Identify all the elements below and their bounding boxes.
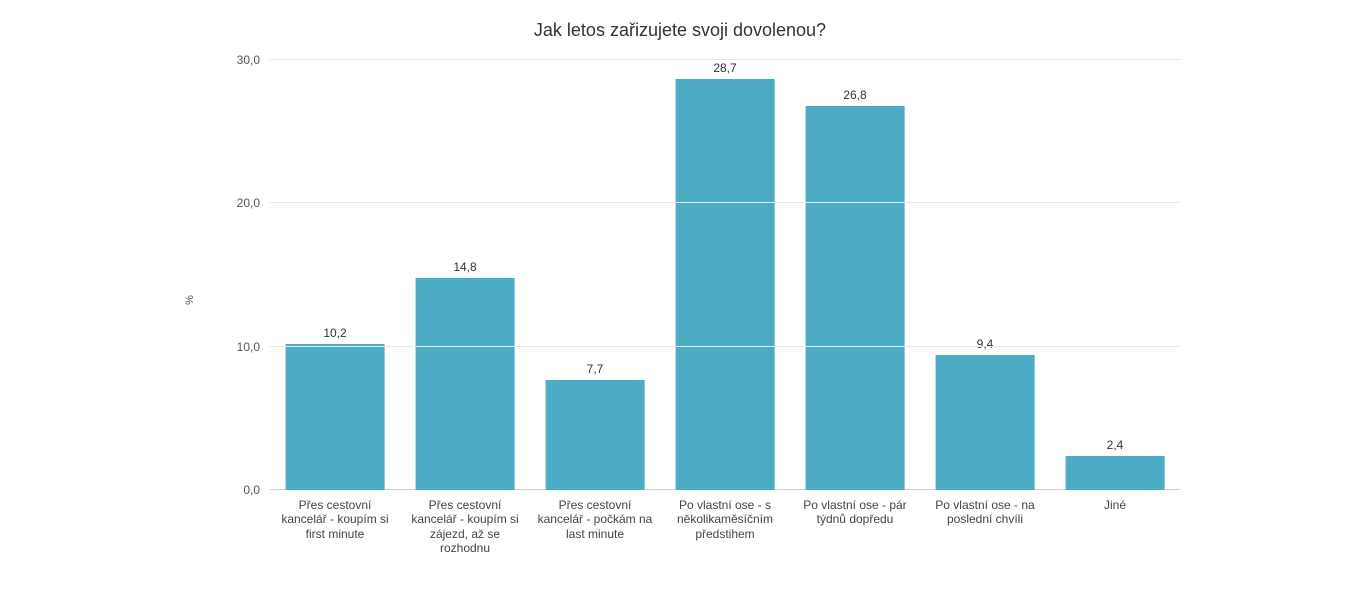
bar: 7,7: [546, 380, 645, 490]
bar-slot: 28,7: [660, 60, 790, 490]
x-axis-labels: Přes cestovní kancelář - koupím si first…: [270, 498, 1180, 556]
bar-value-label: 14,8: [453, 260, 476, 278]
bar: 26,8: [806, 106, 905, 490]
x-axis-category-label: Po vlastní ose - pár týdnů dopředu: [790, 498, 920, 556]
bar: 28,7: [676, 79, 775, 490]
bar-slot: 9,4: [920, 60, 1050, 490]
y-tick-label: 20,0: [237, 196, 270, 210]
bar-value-label: 28,7: [713, 61, 736, 79]
plot-area: 10,214,87,728,726,89,42,4 0,010,020,030,…: [270, 60, 1180, 490]
bar-value-label: 7,7: [587, 362, 604, 380]
gridline: [270, 59, 1180, 60]
y-axis-title: %: [184, 295, 196, 305]
bar-slot: 2,4: [1050, 60, 1180, 490]
bar: 14,8: [416, 278, 515, 490]
bar-value-label: 10,2: [323, 326, 346, 344]
bar-slot: 7,7: [530, 60, 660, 490]
bar: 2,4: [1066, 456, 1165, 490]
bar-value-label: 2,4: [1107, 438, 1124, 456]
x-axis-category-label: Po vlastní ose - s několikaměsíčním před…: [660, 498, 790, 556]
bar-value-label: 26,8: [843, 88, 866, 106]
bar-chart: Jak letos zařizujete svoji dovolenou? % …: [0, 0, 1360, 600]
y-tick-label: 10,0: [237, 340, 270, 354]
x-axis-category-label: Přes cestovní kancelář - koupím si first…: [270, 498, 400, 556]
x-axis-category-label: Přes cestovní kancelář - koupím si zájez…: [400, 498, 530, 556]
bars-container: 10,2 14,8 7,7 28,7 26,8 9,4 2,4: [270, 60, 1180, 490]
chart-title: Jak letos zařizujete svoji dovolenou?: [0, 20, 1360, 41]
x-axis-category-label: Jiné: [1050, 498, 1180, 556]
x-axis-category-label: Po vlastní ose - na poslední chvíli: [920, 498, 1050, 556]
bar-slot: 14,8: [400, 60, 530, 490]
y-tick-label: 30,0: [237, 53, 270, 67]
y-tick-label: 0,0: [243, 483, 270, 497]
bar: 9,4: [936, 355, 1035, 490]
bar-slot: 26,8: [790, 60, 920, 490]
bar-slot: 10,2: [270, 60, 400, 490]
gridline: [270, 202, 1180, 203]
gridline: [270, 346, 1180, 347]
x-axis-category-label: Přes cestovní kancelář - počkám na last …: [530, 498, 660, 556]
bar: 10,2: [286, 344, 385, 490]
